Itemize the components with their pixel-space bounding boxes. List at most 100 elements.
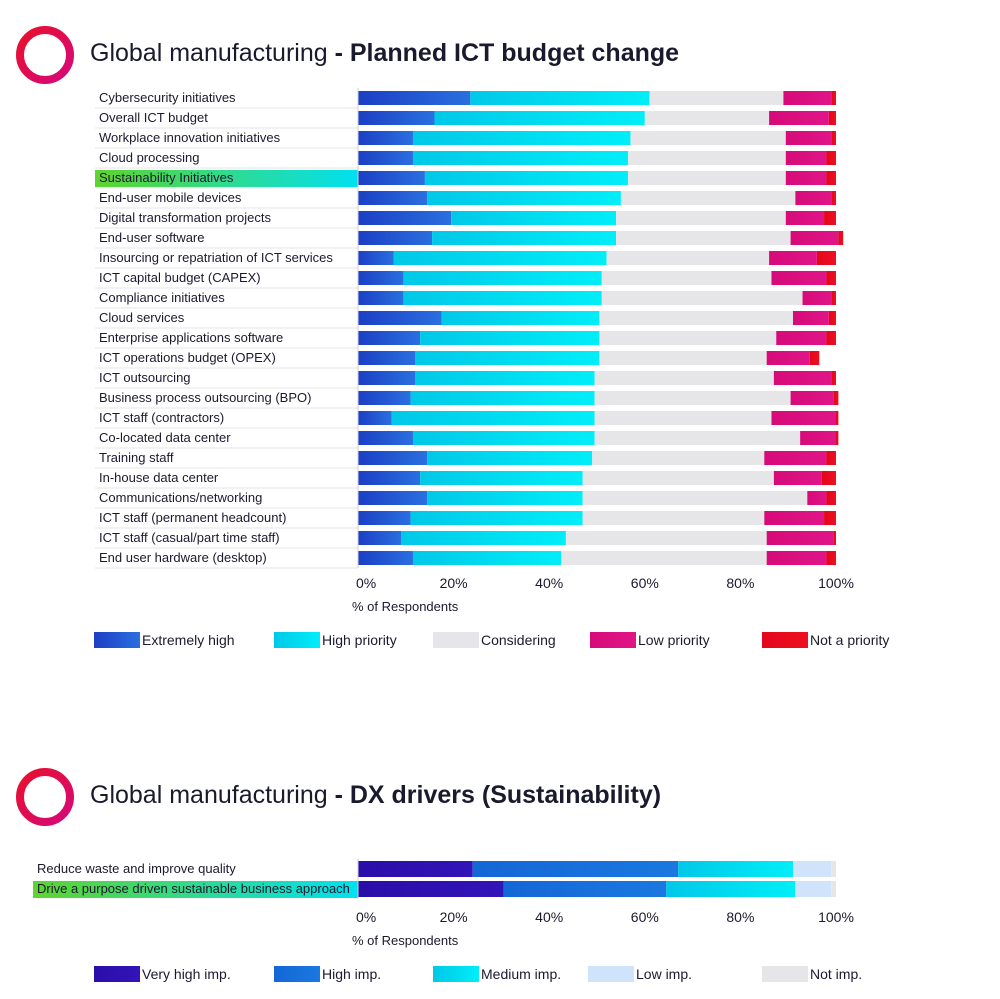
bar-segment bbox=[358, 431, 413, 445]
x-axis-title: % of Respondents bbox=[352, 599, 459, 614]
highlight-band bbox=[95, 170, 358, 187]
bar-segment bbox=[412, 151, 629, 165]
category-label: Workplace innovation initiatives bbox=[99, 130, 281, 145]
bar-segment bbox=[785, 171, 827, 185]
bar-segment bbox=[391, 411, 595, 425]
legend-swatch bbox=[433, 966, 479, 982]
bar-segment bbox=[432, 231, 617, 245]
category-label: Sustainability Initiatives bbox=[99, 170, 234, 185]
legend-label: Extremely high bbox=[142, 632, 235, 648]
bar-segment bbox=[599, 351, 767, 365]
bar-segment bbox=[821, 471, 836, 485]
title-separator: - bbox=[327, 39, 350, 67]
bar-segment bbox=[790, 231, 839, 245]
bar-segment bbox=[427, 451, 593, 465]
bar-segment bbox=[358, 331, 421, 345]
bar-segment bbox=[412, 431, 595, 445]
bar-segment bbox=[764, 451, 827, 465]
category-label: Enterprise applications software bbox=[99, 330, 283, 345]
bar-segment bbox=[358, 251, 394, 265]
bar-segment bbox=[358, 371, 416, 385]
bar-segment bbox=[441, 311, 600, 325]
category-label: Co-located data center bbox=[99, 430, 231, 445]
bar-segment bbox=[831, 371, 836, 385]
bar-segment bbox=[826, 491, 836, 505]
bar-segment bbox=[831, 881, 836, 897]
bar-segment bbox=[773, 371, 832, 385]
bar-segment bbox=[831, 861, 836, 877]
bar-segment bbox=[403, 291, 602, 305]
bar-segment bbox=[358, 271, 404, 285]
bar-segment bbox=[766, 351, 810, 365]
legend-label: Medium imp. bbox=[481, 966, 561, 982]
bar-segment bbox=[802, 291, 832, 305]
bar-segment bbox=[807, 491, 827, 505]
bar-segment bbox=[831, 91, 836, 105]
bar-segment bbox=[358, 511, 411, 525]
bar-segment bbox=[824, 211, 836, 225]
bar-segment bbox=[401, 531, 566, 545]
category-label: ICT operations budget (OPEX) bbox=[99, 350, 276, 365]
x-tick-label: 0% bbox=[356, 909, 376, 925]
x-tick-label: 20% bbox=[440, 575, 468, 591]
x-tick-label: 40% bbox=[535, 909, 563, 925]
legend-swatch bbox=[588, 966, 634, 982]
bar-segment bbox=[451, 211, 617, 225]
bar-segment bbox=[358, 491, 428, 505]
chart-title: Global manufacturing - Planned ICT budge… bbox=[90, 39, 679, 68]
bar-segment bbox=[616, 211, 786, 225]
bar-segment bbox=[594, 431, 801, 445]
bar-segment bbox=[472, 861, 679, 877]
bar-segment bbox=[833, 531, 836, 545]
legend-swatch bbox=[94, 632, 140, 648]
bar-segment bbox=[594, 391, 791, 405]
bar-segment bbox=[783, 91, 832, 105]
category-label: ICT capital budget (CAPEX) bbox=[99, 270, 261, 285]
bar-segment bbox=[358, 411, 392, 425]
bar-segment bbox=[831, 131, 836, 145]
bar-segment bbox=[582, 471, 774, 485]
category-label: Overall ICT budget bbox=[99, 110, 208, 125]
category-label: ICT staff (casual/part time staff) bbox=[99, 530, 280, 545]
bar-segment bbox=[358, 291, 404, 305]
bar-segment bbox=[410, 511, 583, 525]
x-tick-label: 80% bbox=[726, 575, 754, 591]
bar-segment bbox=[824, 511, 836, 525]
legend-label: Not a priority bbox=[810, 632, 889, 648]
bar-segment bbox=[785, 211, 825, 225]
bar-segment bbox=[769, 111, 829, 125]
bar-segment bbox=[826, 331, 836, 345]
chart-section-2: Global manufacturing - DX drivers (Susta… bbox=[0, 740, 1000, 999]
title-prefix: Global manufacturing bbox=[90, 39, 328, 67]
legend-swatch bbox=[762, 966, 808, 982]
bar-segment bbox=[628, 151, 786, 165]
category-label: End-user mobile devices bbox=[99, 190, 242, 205]
bar-segment bbox=[358, 91, 471, 105]
bar-segment bbox=[826, 151, 836, 165]
legend-swatch bbox=[94, 966, 140, 982]
bar-segment bbox=[826, 271, 836, 285]
legend-label: Low priority bbox=[638, 632, 710, 648]
bar-segment bbox=[420, 331, 600, 345]
category-label: Insourcing or repatriation of ICT servic… bbox=[99, 250, 333, 265]
bar-segment bbox=[826, 551, 836, 565]
bar-segment bbox=[831, 291, 836, 305]
category-label: Cybersecurity initiatives bbox=[99, 90, 236, 105]
highlight-band bbox=[33, 881, 358, 898]
ring-logo-icon bbox=[16, 26, 74, 84]
bar-segment bbox=[434, 111, 645, 125]
bar-segment bbox=[358, 471, 421, 485]
x-axis-title: % of Respondents bbox=[352, 933, 459, 948]
bar-segment bbox=[561, 551, 767, 565]
category-label: End-user software bbox=[99, 230, 205, 245]
bar-segment bbox=[649, 91, 784, 105]
legend-label: Considering bbox=[481, 632, 556, 648]
legend-label: High priority bbox=[322, 632, 397, 648]
bar-segment bbox=[795, 881, 832, 897]
legend-label: Very high imp. bbox=[142, 966, 231, 982]
category-label: Cloud services bbox=[99, 310, 185, 325]
bar-segment bbox=[412, 131, 631, 145]
category-label: Reduce waste and improve quality bbox=[37, 861, 236, 876]
bar-segment bbox=[826, 171, 836, 185]
bar-segment bbox=[358, 171, 425, 185]
